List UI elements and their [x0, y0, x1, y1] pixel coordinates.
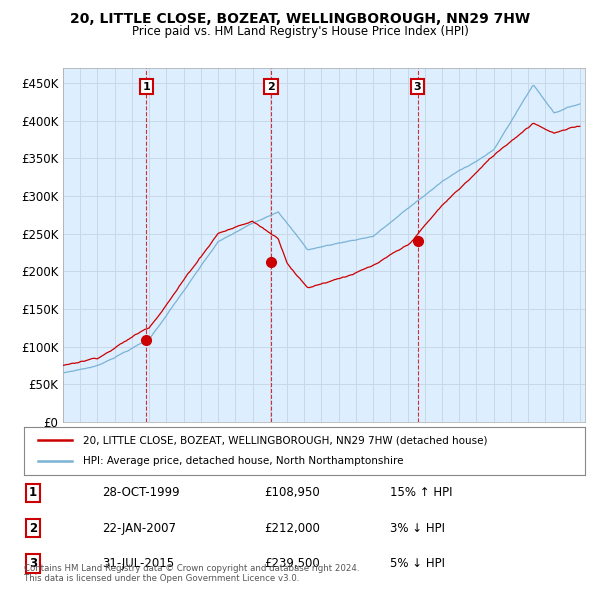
Text: 2: 2 — [29, 522, 37, 535]
Text: HPI: Average price, detached house, North Northamptonshire: HPI: Average price, detached house, Nort… — [83, 457, 403, 467]
Text: 28-OCT-1999: 28-OCT-1999 — [102, 486, 179, 499]
Text: 20, LITTLE CLOSE, BOZEAT, WELLINGBOROUGH, NN29 7HW (detached house): 20, LITTLE CLOSE, BOZEAT, WELLINGBOROUGH… — [83, 435, 487, 445]
Text: 20, LITTLE CLOSE, BOZEAT, WELLINGBOROUGH, NN29 7HW: 20, LITTLE CLOSE, BOZEAT, WELLINGBOROUGH… — [70, 12, 530, 26]
Text: 1: 1 — [142, 81, 150, 91]
Text: 22-JAN-2007: 22-JAN-2007 — [102, 522, 176, 535]
Text: 1: 1 — [29, 486, 37, 499]
Text: 3: 3 — [414, 81, 421, 91]
Text: £108,950: £108,950 — [264, 486, 320, 499]
Text: 15% ↑ HPI: 15% ↑ HPI — [390, 486, 452, 499]
Text: £212,000: £212,000 — [264, 522, 320, 535]
Text: 2: 2 — [267, 81, 275, 91]
Text: Contains HM Land Registry data © Crown copyright and database right 2024.
This d: Contains HM Land Registry data © Crown c… — [24, 563, 359, 583]
Text: 31-JUL-2015: 31-JUL-2015 — [102, 557, 174, 570]
Text: Price paid vs. HM Land Registry's House Price Index (HPI): Price paid vs. HM Land Registry's House … — [131, 25, 469, 38]
Text: £239,500: £239,500 — [264, 557, 320, 570]
Text: 3% ↓ HPI: 3% ↓ HPI — [390, 522, 445, 535]
Text: 5% ↓ HPI: 5% ↓ HPI — [390, 557, 445, 570]
Text: 3: 3 — [29, 557, 37, 570]
